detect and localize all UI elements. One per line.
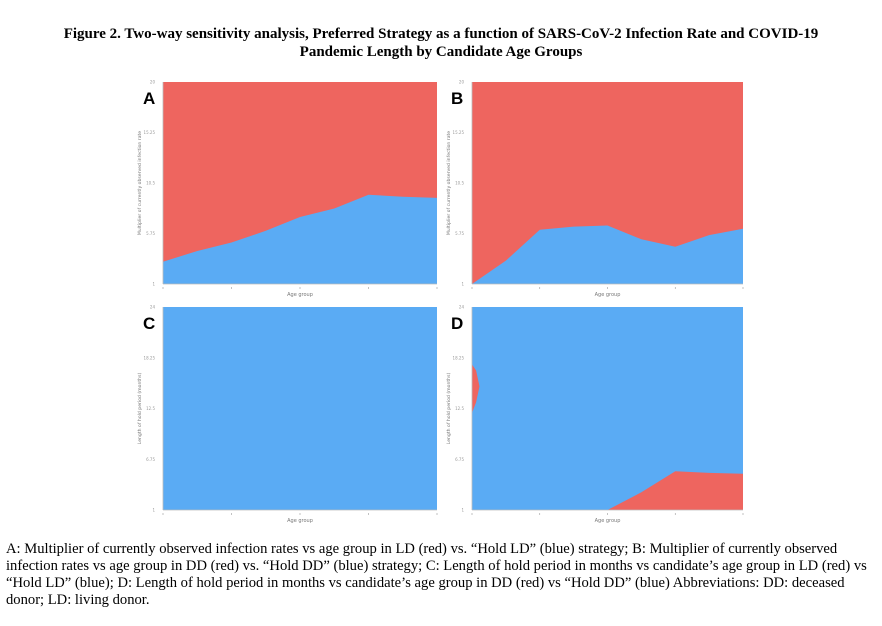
panel-label-b: B bbox=[451, 89, 463, 108]
figure-title-line1: Figure 2. Two-way sensitivity analysis, … bbox=[63, 26, 819, 42]
y-tick-label-b: 20 bbox=[459, 80, 465, 85]
upper-region-c bbox=[163, 307, 437, 510]
x-axis-label-a: Age group bbox=[287, 292, 313, 298]
x-axis-label-d: Age group bbox=[595, 518, 621, 524]
y-tick-label-c: 18.25 bbox=[144, 355, 156, 360]
y-tick-label-b: 10.5 bbox=[455, 181, 464, 186]
y-tick-label-d: 6.75 bbox=[455, 457, 464, 462]
y-tick-label-a: 1 bbox=[152, 282, 155, 287]
y-tick-label-a: 15.25 bbox=[144, 130, 156, 135]
y-tick-label-c: 12.5 bbox=[146, 406, 155, 411]
x-axis-label-b: Age group bbox=[595, 292, 621, 298]
y-tick-label-a: 20 bbox=[150, 80, 156, 85]
panel-label-c: C bbox=[143, 314, 155, 333]
y-tick-label-b: 15.25 bbox=[453, 130, 465, 135]
y-tick-label-b: 1 bbox=[461, 282, 464, 287]
y-tick-label-c: 6.75 bbox=[146, 457, 155, 462]
y-axis-label-b: Multiplier of currently observed infecti… bbox=[446, 131, 452, 235]
lower-region-b bbox=[472, 225, 743, 284]
figure-title-line2: Pandemic Length by Candidate Age Groups bbox=[299, 44, 583, 60]
panel-label-a: A bbox=[143, 89, 155, 108]
y-tick-label-d: 24 bbox=[459, 305, 465, 310]
lower-region-a bbox=[163, 194, 437, 284]
y-tick-label-a: 5.75 bbox=[146, 231, 155, 236]
y-axis-label-a: Multiplier of currently observed infecti… bbox=[137, 131, 143, 235]
panel-d: 1 6.75 12.5 18.25 24 Age group Length of hold … bbox=[446, 305, 744, 524]
y-tick-label-d: 18.25 bbox=[453, 355, 465, 360]
panel-a: 1 5.75 10.5 15.25 20 Age group Multiplier of c… bbox=[137, 80, 438, 298]
chart-figure: 1 5.75 10.5 15.25 20 Age group Multiplier of c… bbox=[137, 80, 744, 524]
lower-region-d bbox=[472, 471, 743, 510]
y-tick-label-c: 24 bbox=[150, 305, 156, 310]
red-sliver-d bbox=[472, 364, 480, 413]
figure-title: Figure 2. Two-way sensitivity analysis, … bbox=[20, 25, 862, 61]
panel-label-d: D bbox=[451, 314, 463, 333]
y-axis-label-c: Length of hold period (months) bbox=[137, 373, 143, 445]
panel-b: 1 5.75 10.5 15.25 20 Age group Multiplier of c… bbox=[446, 80, 744, 298]
y-tick-label-c: 1 bbox=[152, 508, 155, 513]
figure-caption: A: Multiplier of currently observed infe… bbox=[6, 541, 867, 608]
y-tick-label-d: 1 bbox=[461, 508, 464, 513]
y-tick-label-d: 12.5 bbox=[455, 406, 464, 411]
y-tick-label-b: 5.75 bbox=[455, 231, 464, 236]
panel-c: 1 6.75 12.5 18.25 24 Age group Length of hold … bbox=[137, 305, 438, 524]
y-tick-label-a: 10.5 bbox=[146, 181, 155, 186]
y-axis-label-d: Length of hold period (months) bbox=[446, 373, 452, 445]
x-axis-label-c: Age group bbox=[287, 518, 313, 524]
